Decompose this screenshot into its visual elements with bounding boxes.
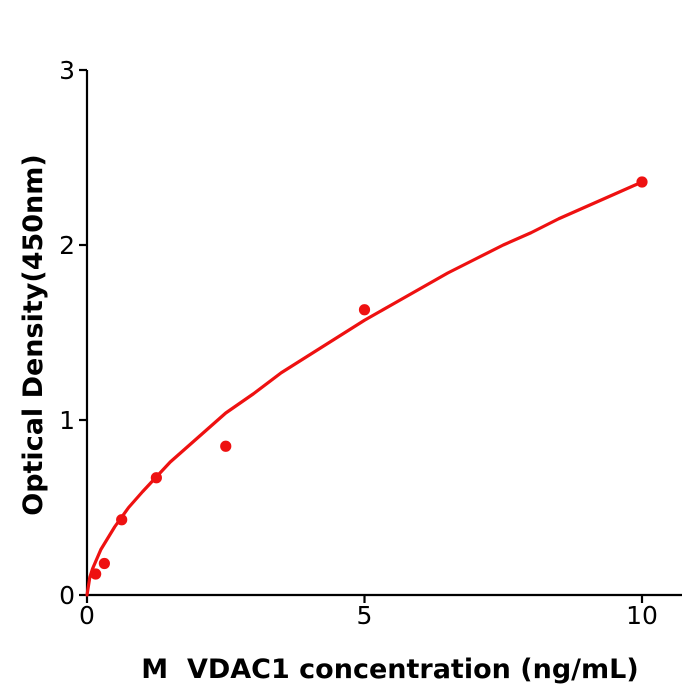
x-axis-label: M VDAC1 concentration (ng/mL) (141, 654, 638, 685)
data-point (98, 557, 110, 570)
fit-curve (85, 180, 644, 597)
y-tick-label: 3 (59, 56, 75, 85)
data-point (358, 304, 371, 316)
data-point (220, 440, 232, 452)
y-tick-label: 2 (59, 231, 75, 260)
x-tick-label: 0 (79, 601, 95, 630)
y-tick-label: 1 (59, 406, 75, 435)
plot-area: 0 5 10 0 1 2 3 (59, 56, 682, 630)
x-tick-label: 10 (626, 601, 658, 630)
y-axis-label: Optical Density(450nm) (18, 154, 49, 516)
x-tick-label: 5 (357, 601, 373, 630)
y-tick-label: 0 (59, 581, 75, 610)
